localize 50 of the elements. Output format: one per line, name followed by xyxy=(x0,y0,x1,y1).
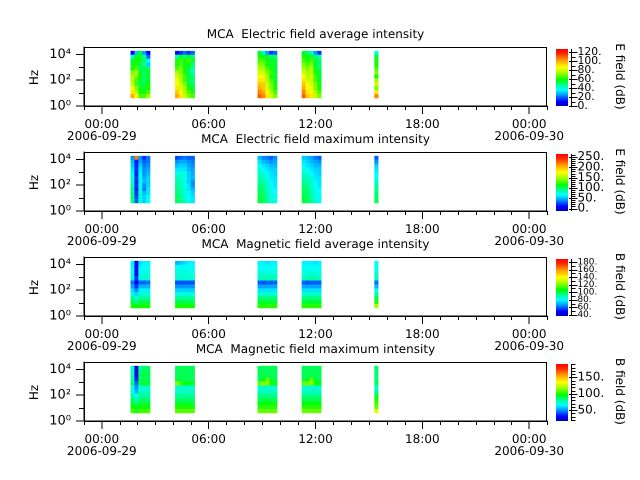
x-tick-label: 00:00 2006-09-29 xyxy=(66,327,137,354)
chart-title: MCA Electric field average intensity xyxy=(206,27,424,42)
x-tick-label: 00:00 2006-09-30 xyxy=(494,222,564,248)
color-bar-label: 150. xyxy=(578,370,604,384)
y-tick-label: 10⁰ xyxy=(49,308,71,324)
y-axis-title: Hz xyxy=(27,174,42,190)
x-tick-label: 12:00 xyxy=(298,222,333,236)
color-bar-label: 200. xyxy=(578,160,604,174)
x-tick-label: 00:00 2006-09-30 xyxy=(494,117,564,144)
x-tick-label: 00:00 2006-09-29 xyxy=(66,222,137,248)
chart-title: MCA Magnetic field maximum intensity xyxy=(196,342,436,356)
color-bar-title: E field (dB) xyxy=(612,43,627,110)
x-tick-label: 12:00 xyxy=(298,327,333,342)
y-tick-label: 10² xyxy=(49,282,71,298)
color-bar-title: B field (dB) xyxy=(612,253,627,320)
x-tick-label: 00:00 2006-09-29 xyxy=(66,117,137,144)
x-tick-label: 06:00 xyxy=(191,117,226,132)
chart-title: MCA Magnetic field average intensity xyxy=(201,237,430,252)
x-tick-label: 18:00 xyxy=(405,222,440,236)
y-axis-title: Hz xyxy=(27,384,42,400)
x-tick-label: 18:00 xyxy=(405,117,440,132)
y-axis-title: Hz xyxy=(27,280,42,296)
x-tick-label: 18:00 xyxy=(405,432,440,446)
y-axis-title: Hz xyxy=(27,70,42,86)
color-bar-title: E field (dB) xyxy=(612,148,627,215)
y-tick-label: 10⁴ xyxy=(49,362,71,377)
x-tick-label: 00:00 2006-09-30 xyxy=(494,327,564,354)
y-tick-label: 10² xyxy=(49,72,71,88)
x-tick-label: 18:00 xyxy=(405,327,440,342)
x-tick-label: 06:00 xyxy=(191,327,226,342)
chart-title: MCA Electric field maximum intensity xyxy=(201,132,430,146)
color-bar-label: 0. xyxy=(578,200,589,215)
y-tick-label: 10⁴ xyxy=(49,46,71,62)
color-bar-label: 40. xyxy=(578,310,592,320)
y-tick-label: 10⁴ xyxy=(49,152,71,167)
y-tick-label: 10⁰ xyxy=(49,203,71,218)
color-bar-label: 100. xyxy=(578,386,604,400)
y-tick-label: 10⁴ xyxy=(49,256,71,272)
x-tick-label: 06:00 xyxy=(191,432,226,446)
x-tick-label: 12:00 xyxy=(298,432,333,446)
color-bar-title: B field (dB) xyxy=(612,358,627,425)
x-tick-label: 00:00 2006-09-29 xyxy=(66,432,137,458)
y-tick-label: 10² xyxy=(49,178,71,193)
x-tick-label: 12:00 xyxy=(298,117,333,132)
y-tick-label: 10⁰ xyxy=(49,413,71,428)
y-tick-label: 10⁰ xyxy=(49,98,71,114)
color-bar-label: 50. xyxy=(578,402,597,416)
y-tick-label: 10² xyxy=(49,388,71,403)
x-tick-label: 00:00 2006-09-30 xyxy=(494,432,564,458)
x-tick-label: 06:00 xyxy=(191,222,226,236)
